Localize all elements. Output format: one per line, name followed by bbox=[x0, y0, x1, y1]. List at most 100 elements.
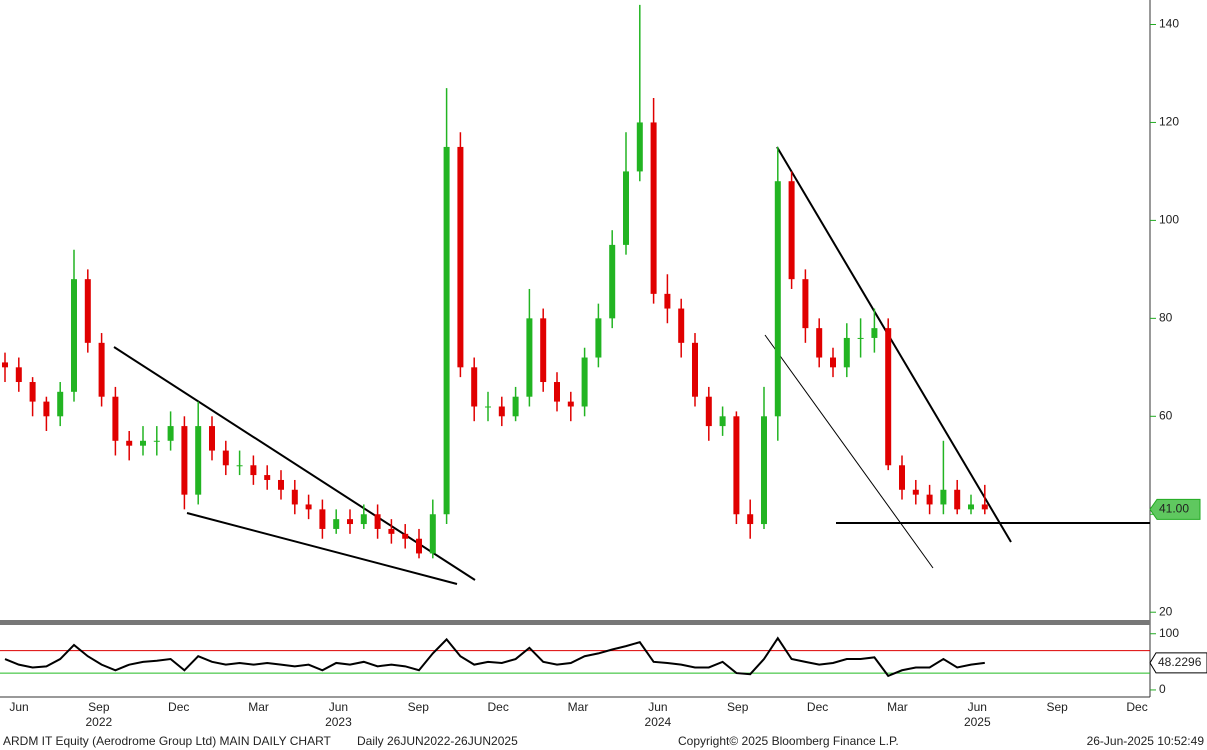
candle-body bbox=[857, 337, 864, 339]
candle-body bbox=[43, 401, 50, 417]
x-year-label: 2024 bbox=[645, 715, 672, 729]
candle-body bbox=[250, 465, 257, 476]
candle-body bbox=[84, 279, 91, 343]
candle-body bbox=[567, 401, 574, 407]
x-tick-label: Mar bbox=[568, 700, 589, 714]
x-tick-label: Jun bbox=[648, 700, 667, 714]
x-tick-label: Jun bbox=[9, 700, 28, 714]
candle-body bbox=[526, 318, 533, 397]
y-tick-label: 100 bbox=[1159, 213, 1179, 227]
candle-body bbox=[402, 533, 409, 539]
candle-body bbox=[29, 382, 36, 402]
candle-body bbox=[167, 426, 174, 441]
footer-subtitle: Daily 26JUN2022-26JUN2025 bbox=[357, 734, 518, 748]
candle-body bbox=[926, 494, 933, 505]
x-tick-label: Dec bbox=[1126, 700, 1147, 714]
x-tick-label: Jun bbox=[968, 700, 987, 714]
candle-body bbox=[278, 479, 284, 490]
candle-body bbox=[264, 475, 271, 480]
candle-body bbox=[485, 406, 491, 408]
candle-body bbox=[623, 171, 629, 245]
candle-body bbox=[457, 146, 464, 368]
indicator-line bbox=[4, 636, 985, 678]
candle-body bbox=[374, 514, 381, 529]
candle-body bbox=[333, 519, 340, 529]
candle-body bbox=[57, 391, 64, 417]
candle-body bbox=[512, 396, 519, 417]
candle-body bbox=[540, 318, 547, 383]
trend-line bbox=[113, 346, 476, 581]
candle-body bbox=[912, 489, 919, 495]
candle-body bbox=[222, 450, 229, 466]
x-tick-label: Sep bbox=[88, 700, 110, 714]
x-year-label: 2022 bbox=[86, 715, 113, 729]
y-tick-label: 80 bbox=[1159, 311, 1173, 325]
x-tick-label: Sep bbox=[408, 700, 430, 714]
candle-body bbox=[181, 426, 188, 495]
candle-body bbox=[747, 514, 754, 525]
candle-body bbox=[2, 362, 8, 368]
candle-body bbox=[291, 489, 298, 505]
y-tick-label: 0 bbox=[1159, 682, 1166, 696]
candle-body bbox=[429, 514, 436, 554]
candle-body bbox=[609, 244, 616, 319]
candle-body bbox=[347, 519, 353, 525]
candle-body bbox=[471, 367, 478, 407]
candle-body bbox=[595, 318, 602, 358]
candle-body bbox=[636, 122, 643, 172]
candle-body bbox=[968, 504, 974, 510]
copyright: Copyright© 2025 Bloomberg Finance L.P. bbox=[678, 734, 899, 748]
candle-body bbox=[692, 342, 698, 397]
last-indicator-label: 48.2296 bbox=[1158, 655, 1202, 669]
candle-body bbox=[885, 328, 892, 466]
trend-lines bbox=[113, 146, 1150, 585]
candle-body bbox=[388, 528, 395, 534]
candle-body bbox=[774, 181, 781, 417]
y-tick-label: 120 bbox=[1159, 115, 1179, 129]
x-tick-label: Mar bbox=[248, 700, 269, 714]
last-indicator-tag bbox=[1149, 652, 1207, 674]
candle-body bbox=[554, 382, 560, 402]
candle-body bbox=[940, 489, 947, 505]
candle-body bbox=[899, 465, 905, 490]
candle-body bbox=[140, 440, 146, 446]
channel-line bbox=[764, 334, 934, 569]
candle-body bbox=[305, 504, 312, 510]
trend-line bbox=[776, 146, 1012, 543]
candles bbox=[2, 4, 988, 559]
candle-body bbox=[816, 328, 823, 358]
candle-body bbox=[650, 122, 657, 294]
x-year-label: 2023 bbox=[325, 715, 352, 729]
candle-body bbox=[153, 440, 160, 442]
candle-body bbox=[112, 396, 119, 441]
x-tick-label: Dec bbox=[807, 700, 828, 714]
candle-body bbox=[871, 328, 878, 338]
candle-body bbox=[719, 416, 726, 427]
candle-body bbox=[954, 489, 961, 510]
candle-body bbox=[705, 396, 712, 427]
y-tick-label: 60 bbox=[1159, 408, 1173, 422]
candle-body bbox=[15, 367, 22, 383]
candle-body bbox=[360, 514, 367, 525]
panel-separator bbox=[0, 620, 1150, 625]
x-year-label: 2025 bbox=[964, 715, 991, 729]
candle-body bbox=[788, 181, 795, 280]
candle-body bbox=[830, 357, 836, 368]
candle-body bbox=[236, 465, 243, 467]
y-tick-label: 100 bbox=[1159, 626, 1179, 640]
candle-body bbox=[581, 357, 588, 407]
y-tick-label: 20 bbox=[1159, 604, 1173, 618]
x-tick-label: Sep bbox=[727, 700, 749, 714]
candle-body bbox=[843, 337, 850, 368]
candle-body bbox=[733, 416, 740, 515]
candle-body bbox=[802, 279, 809, 329]
x-tick-label: Sep bbox=[1047, 700, 1069, 714]
candle-body bbox=[761, 416, 767, 525]
timestamp: 26-Jun-2025 10:52:49 bbox=[1087, 734, 1205, 748]
candle-body bbox=[443, 146, 450, 515]
candle-body bbox=[195, 426, 202, 495]
x-tick-label: Dec bbox=[168, 700, 189, 714]
candle-body bbox=[981, 504, 988, 510]
